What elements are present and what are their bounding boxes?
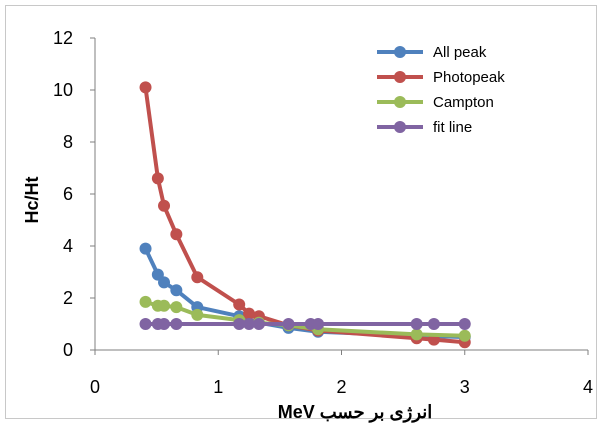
data-point-fit-line bbox=[458, 318, 471, 330]
data-point-fit-line bbox=[158, 318, 171, 330]
legend-label: Campton bbox=[433, 94, 494, 111]
data-point-fit-line bbox=[170, 318, 183, 330]
data-point-fit-line bbox=[233, 318, 246, 330]
x-axis-title: انرژی بر حسب MeV bbox=[278, 402, 433, 423]
data-point-all-peak bbox=[158, 276, 171, 289]
legend-swatch-marker bbox=[394, 96, 406, 108]
data-point-photopeak bbox=[139, 81, 152, 94]
x-ticks: 0 1 2 3 4 bbox=[90, 350, 593, 397]
y-tick-label: 10 bbox=[53, 80, 73, 100]
data-point-fit-line bbox=[282, 318, 295, 330]
y-tick-label: 6 bbox=[63, 184, 73, 204]
data-point-fit-line bbox=[243, 318, 256, 330]
data-point-fit-line bbox=[139, 318, 152, 330]
legend-swatch-marker bbox=[394, 71, 406, 83]
data-point-campton bbox=[170, 301, 183, 314]
x-tick-label: 2 bbox=[336, 377, 346, 397]
legend-item-fit-line: fit line bbox=[377, 119, 472, 136]
data-point-fit-line bbox=[252, 318, 265, 330]
data-point-campton bbox=[158, 299, 171, 312]
y-ticks: 0 2 4 6 8 10 12 bbox=[53, 28, 95, 360]
legend-item-all-peak: All peak bbox=[377, 44, 487, 61]
legend-label: All peak bbox=[433, 44, 487, 61]
x-tick-label: 3 bbox=[460, 377, 470, 397]
series-layer bbox=[139, 81, 471, 349]
data-point-photopeak bbox=[233, 298, 246, 311]
data-point-campton bbox=[191, 308, 204, 321]
legend-label: Photopeak bbox=[433, 69, 505, 86]
y-tick-label: 8 bbox=[63, 132, 73, 152]
x-tick-label: 1 bbox=[213, 377, 223, 397]
legend-item-campton: Campton bbox=[377, 94, 494, 111]
data-point-all-peak bbox=[170, 284, 183, 297]
data-point-fit-line bbox=[312, 318, 325, 330]
data-point-photopeak bbox=[170, 228, 183, 241]
data-point-photopeak bbox=[151, 172, 164, 185]
y-tick-label: 0 bbox=[63, 340, 73, 360]
data-point-campton bbox=[458, 329, 471, 342]
chart-frame bbox=[5, 5, 597, 419]
data-point-fit-line bbox=[427, 318, 440, 330]
y-tick-label: 12 bbox=[53, 28, 73, 48]
y-axis-title: Hc/Ht bbox=[22, 176, 42, 223]
data-point-all-peak bbox=[139, 242, 152, 255]
data-point-campton bbox=[139, 295, 152, 308]
data-point-fit-line bbox=[410, 318, 423, 330]
data-point-campton bbox=[410, 328, 423, 341]
series-photopeak bbox=[139, 81, 471, 349]
x-tick-label: 4 bbox=[583, 377, 593, 397]
legend-label: fit line bbox=[433, 119, 472, 136]
data-point-photopeak bbox=[191, 271, 204, 284]
data-point-photopeak bbox=[243, 307, 256, 320]
legend: All peak Photopeak Campton fit line bbox=[377, 44, 505, 136]
series-fit-line bbox=[139, 318, 471, 330]
x-tick-label: 0 bbox=[90, 377, 100, 397]
legend-item-photopeak: Photopeak bbox=[377, 69, 505, 86]
y-tick-label: 2 bbox=[63, 288, 73, 308]
legend-swatch-marker bbox=[394, 46, 406, 58]
legend-swatch-marker bbox=[394, 121, 406, 133]
data-point-photopeak bbox=[158, 199, 171, 212]
y-tick-label: 4 bbox=[63, 236, 73, 256]
